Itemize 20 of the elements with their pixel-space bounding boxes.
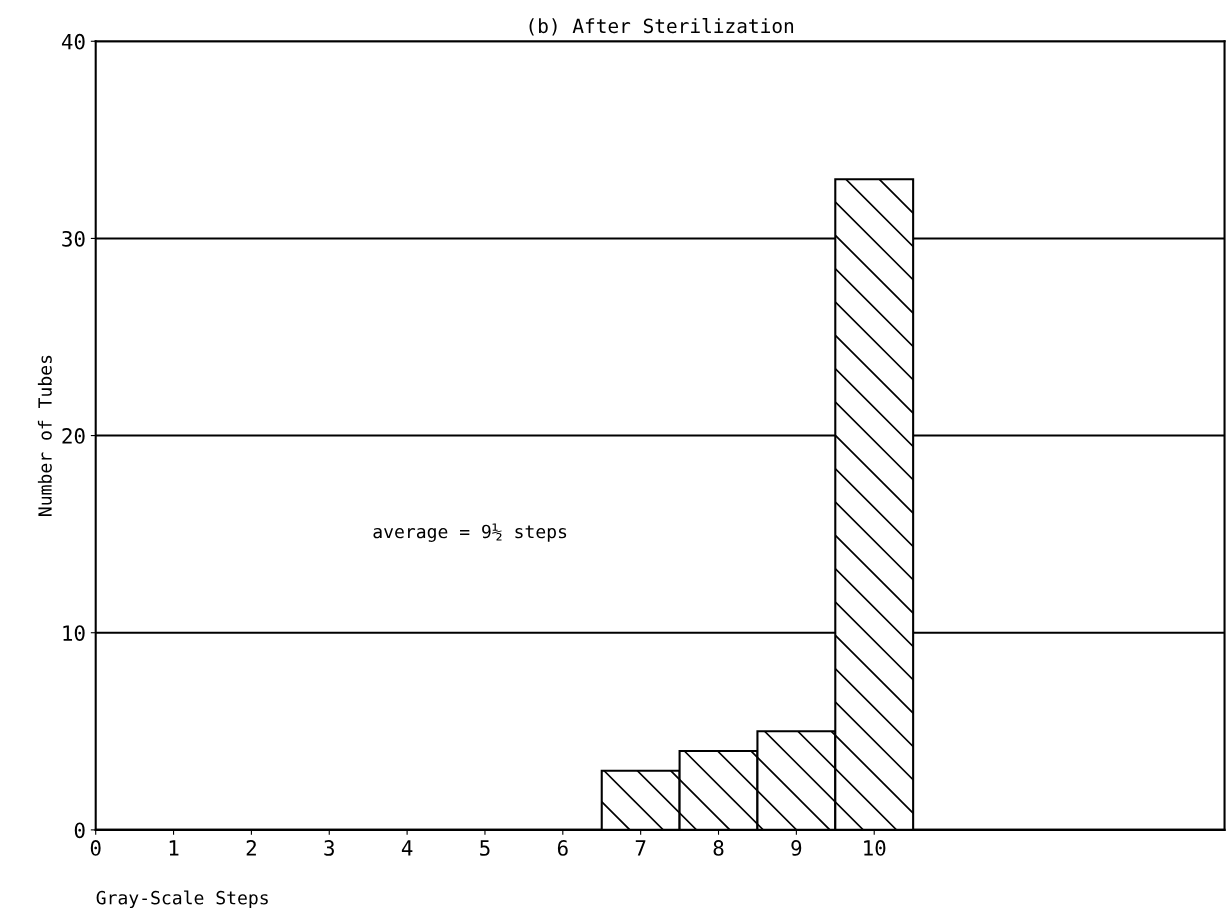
x-tick-label: 4 — [401, 840, 413, 856]
x-tick-label: 5 — [480, 840, 490, 856]
x-tick-label: 3 — [324, 840, 334, 856]
chart-title: (b) After Sterilization — [529, 18, 794, 36]
x-tick-label: 6 — [557, 840, 568, 856]
x-axis-title: Gray-Scale Steps — [96, 890, 268, 909]
x-tick-label: 7 — [635, 840, 646, 856]
x-tick-label: 0 — [90, 840, 101, 856]
x-tick-label: 9 — [791, 840, 802, 856]
y-tick-label: 40 — [61, 33, 85, 50]
x-tick-label: 8 — [713, 840, 724, 856]
y-tick-label: 30 — [62, 230, 85, 247]
annotation: average = 9½ steps — [373, 523, 567, 542]
y-axis-title: Number of Tubes — [37, 355, 52, 516]
x-tick-label: 10 — [864, 840, 886, 856]
x-tick-label: 1 — [169, 840, 179, 856]
y-tick-label: 20 — [62, 428, 85, 444]
x-tick-label: 2 — [246, 840, 256, 856]
y-tick-label: 0 — [74, 822, 85, 839]
y-tick-label: 10 — [63, 625, 85, 641]
